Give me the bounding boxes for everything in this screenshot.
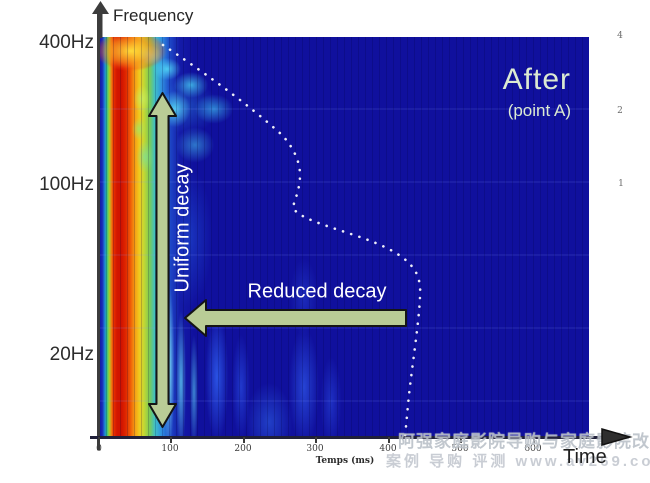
y-tick-20hz: 20Hz	[49, 344, 94, 365]
reduced-decay-arrow	[184, 299, 407, 337]
plot-subtitle-point-a: (point A)	[507, 101, 571, 120]
y-axis-title: Frequency	[113, 6, 194, 25]
reduced-decay-label: Reduced decay	[247, 280, 387, 303]
x-tick-label-600: 600	[524, 444, 542, 454]
x-tick-mark	[460, 437, 462, 443]
y-axis-arrow-icon	[92, 1, 109, 38]
y-tick-100hz: 100Hz	[39, 174, 94, 195]
x-tick-label-300: 300	[306, 444, 324, 454]
x-tick-mark	[98, 437, 100, 443]
x-axis-arrow-icon	[601, 428, 633, 446]
x-tick-label-200: 200	[234, 444, 252, 454]
x-tick-label-100: 100	[161, 444, 179, 454]
right-margin-label-2: 2	[617, 106, 623, 116]
uniform-decay-arrow	[148, 92, 177, 428]
spectrogram-blobs	[99, 37, 589, 437]
y-axis-line	[97, 12, 100, 450]
y-tick-400hz: 400Hz	[39, 32, 94, 53]
annotation-layer	[148, 43, 422, 437]
x-tick-mark	[533, 437, 535, 443]
x-tick-label-0: 0	[96, 444, 102, 454]
plot-title-after: After	[502, 63, 571, 96]
x-tick-label-400: 400	[379, 444, 397, 454]
x-tick-label-500: 500	[451, 444, 469, 454]
x-tick-mark	[315, 437, 317, 443]
x-tick-mark	[388, 437, 390, 443]
watermark-line1: 阿强家庭影院导购与家庭影院改造网	[398, 432, 650, 451]
grid-texture	[99, 37, 589, 437]
x-axis-unit-label: Temps (ms)	[315, 456, 375, 466]
watermark-line2: 案例 导购 评测 www.av269.com	[386, 453, 650, 470]
x-axis-title: Time	[563, 446, 607, 468]
x-tick-mark	[170, 437, 172, 443]
x-tick-mark	[243, 437, 245, 443]
right-margin-label-1: 1	[618, 179, 624, 189]
spectrogram-plot: After (point A) Uniform decay Reduced de…	[99, 37, 589, 437]
uniform-decay-label: Uniform decay	[171, 163, 194, 293]
right-margin-label-4: 4	[617, 31, 623, 41]
x-axis-line	[90, 436, 608, 439]
